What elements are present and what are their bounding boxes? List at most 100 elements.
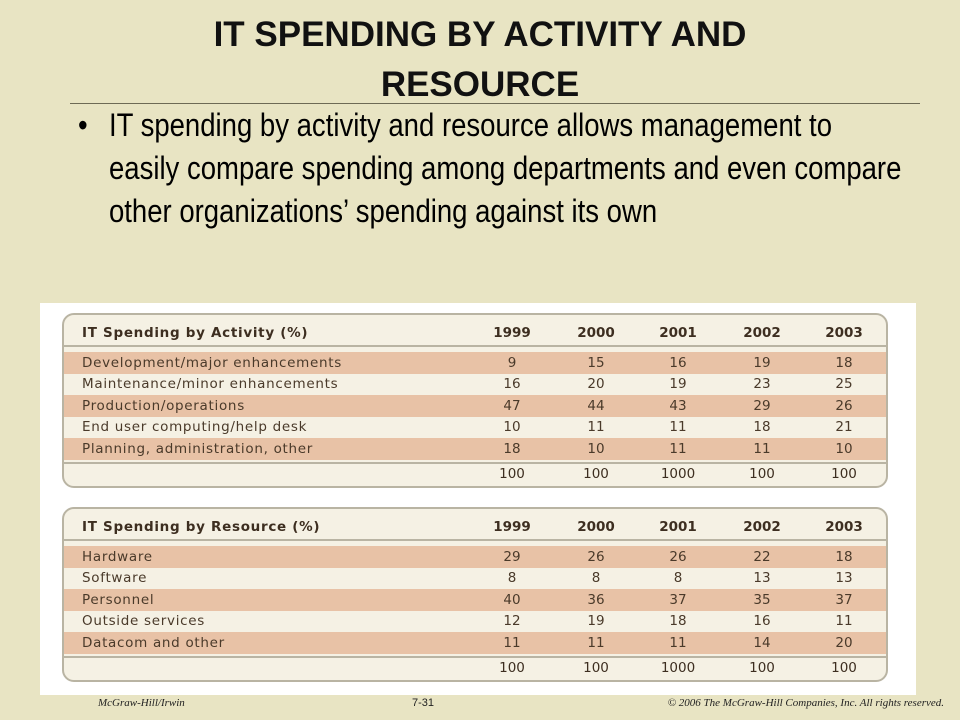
year-header: 2000: [577, 519, 615, 535]
table-cell: 22: [753, 548, 771, 565]
year-header: 2002: [743, 325, 781, 341]
row-label: Personnel: [82, 591, 155, 608]
bullet-icon: •: [78, 107, 88, 143]
table-cell: 37: [669, 591, 687, 608]
row-label: Production/operations: [82, 397, 245, 414]
total-cell: 100: [499, 660, 525, 677]
table-cell: 21: [835, 419, 853, 436]
table-cell: 11: [753, 440, 771, 457]
total-cell: 100: [583, 660, 609, 677]
table-cell: 44: [587, 397, 605, 414]
table-cell: 19: [753, 354, 771, 371]
table-cell: 11: [587, 634, 605, 651]
table-cell: 10: [587, 440, 605, 457]
table-cell: 13: [835, 570, 853, 587]
row-label: Outside services: [82, 613, 206, 630]
table-cell: 8: [673, 570, 683, 587]
table-cell: 10: [835, 440, 853, 457]
table-cell: 36: [587, 591, 605, 608]
total-cell: 1000: [660, 660, 696, 677]
table-cell: 40: [503, 591, 521, 608]
table-cell: 47: [503, 397, 521, 414]
table-row: Production/operations 47 44 43 29 26: [64, 395, 886, 417]
activity-table: IT Spending by Activity (%) 1999 2000 2001 2…: [62, 313, 888, 488]
bullet-text: IT spending by activity and resource all…: [108, 107, 902, 229]
table-cell: 11: [669, 419, 687, 436]
table-cell: 18: [753, 419, 771, 436]
table-cell: 11: [669, 634, 687, 651]
resource-table: IT Spending by Resource (%) 1999 2000 2001 2…: [62, 507, 888, 682]
footer-copyright: © 2006 The McGraw-Hill Companies, Inc. A…: [667, 697, 944, 709]
table-header-label: IT Spending by Activity (%): [82, 325, 309, 341]
year-header: 2001: [659, 519, 697, 535]
table-cell: 26: [669, 548, 687, 565]
total-cell: 100: [749, 660, 775, 677]
table-cell: 11: [587, 419, 605, 436]
footer-page-number: 7-31: [412, 697, 435, 709]
table-cell: 9: [507, 354, 517, 371]
row-label: Planning, administration, other: [82, 440, 314, 457]
row-label: Maintenance/minor enhancements: [82, 376, 339, 393]
total-cell: 100: [583, 466, 609, 483]
row-label: Hardware: [82, 548, 153, 565]
table-row: Maintenance/minor enhancements 16 20 19 23 25: [64, 373, 886, 395]
table-cell: 29: [753, 397, 771, 414]
year-header: 1999: [493, 325, 531, 341]
table-cell: 18: [835, 548, 853, 565]
table-cell: 12: [503, 613, 521, 630]
year-header: 2003: [825, 519, 863, 535]
table-cell: 13: [753, 570, 771, 587]
table-row: Development/major enhancements 9 15 16 19 18: [64, 352, 886, 374]
table-cell: 11: [835, 613, 853, 630]
slide-title: IT SPENDING BY ACTIVITY AND RESOURCE: [213, 15, 747, 104]
total-cell: 100: [499, 466, 525, 483]
table-cell: 19: [587, 613, 605, 630]
footer-publisher: McGraw-Hill/Irwin: [98, 697, 185, 709]
table-cell: 18: [503, 440, 521, 457]
year-header: 2002: [743, 519, 781, 535]
row-label: Development/major enhancements: [82, 354, 343, 371]
table-cell: 29: [503, 548, 521, 565]
year-header: 2001: [659, 325, 697, 341]
table-cell: 35: [753, 591, 771, 608]
table-cell: 15: [587, 354, 605, 371]
table-cell: 26: [835, 397, 853, 414]
table-cell: 19: [669, 376, 687, 393]
table-cell: 10: [503, 419, 521, 436]
table-cell: 16: [669, 354, 687, 371]
table-cell: 8: [591, 570, 601, 587]
table-cell: 16: [503, 376, 521, 393]
year-header: 2003: [825, 325, 863, 341]
title-divider: [70, 103, 920, 104]
year-header: 1999: [493, 519, 531, 535]
table-cell: 18: [835, 354, 853, 371]
table-cell: 8: [507, 570, 517, 587]
row-label: Datacom and other: [82, 634, 225, 651]
table-cell: 18: [669, 613, 687, 630]
total-cell: 100: [831, 660, 857, 677]
total-cell: 1000: [660, 466, 696, 483]
table-cell: 20: [587, 376, 605, 393]
table-cell: 11: [503, 634, 521, 651]
total-row: 100 100 1000 100 100: [64, 655, 886, 680]
table-cell: 14: [753, 634, 771, 651]
table-header-row: IT Spending by Resource (%) 1999 2000 2001 2…: [64, 515, 886, 541]
spending-tables-figure: IT Spending by Activity (%) 1999 2000 2001 2…: [40, 303, 916, 695]
row-label: Software: [82, 570, 148, 587]
total-row: 100 100 1000 100 100: [64, 461, 886, 486]
table-cell: 37: [835, 591, 853, 608]
table-cell: 26: [587, 548, 605, 565]
table-row: Datacom and other 11 11 11 14 20: [64, 632, 886, 654]
table-row: Software 8 8 8 13 13: [64, 567, 886, 589]
year-header: 2000: [577, 325, 615, 341]
table-header-row: IT Spending by Activity (%) 1999 2000 2001 2…: [64, 321, 886, 347]
table-row: Outside services 12 19 18 16 11: [64, 610, 886, 632]
table-header-label: IT Spending by Resource (%): [82, 519, 321, 535]
row-label: End user computing/help desk: [82, 419, 308, 436]
bullet-point: • IT spending by activity and resource a…: [78, 104, 901, 233]
table-row: Planning, administration, other 18 10 11 11 1…: [64, 438, 886, 460]
total-cell: 100: [749, 466, 775, 483]
table-cell: 43: [669, 397, 687, 414]
table-cell: 23: [753, 376, 771, 393]
total-cell: 100: [831, 466, 857, 483]
